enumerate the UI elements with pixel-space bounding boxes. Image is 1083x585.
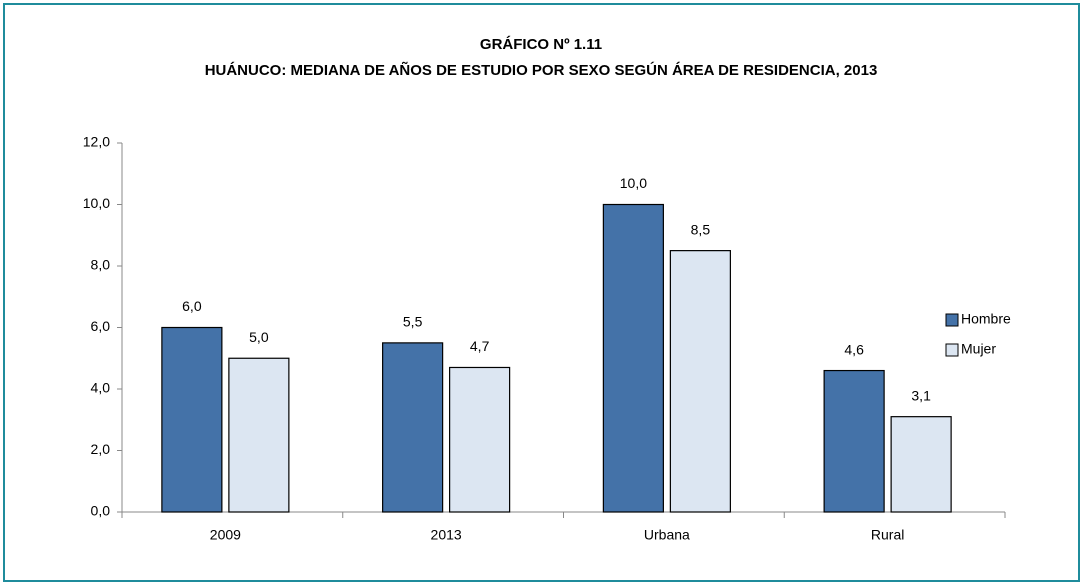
value-label: 4,6 [844, 341, 864, 357]
y-tick-label: 12,0 [83, 134, 110, 150]
legend-swatch [945, 313, 959, 327]
bar [669, 250, 731, 513]
x-tick-label: 2009 [210, 527, 241, 543]
x-tick-label: 2013 [431, 527, 462, 543]
bar [602, 203, 664, 513]
bar [382, 342, 444, 513]
y-tick-label: 2,0 [91, 441, 111, 457]
legend-swatch [945, 343, 959, 357]
legend-label: Hombre [961, 311, 1011, 327]
legend-label: Mujer [961, 341, 996, 357]
y-tick-label: 10,0 [83, 195, 110, 211]
y-tick-label: 6,0 [91, 318, 111, 334]
value-label: 5,0 [249, 329, 269, 345]
x-tick-label: Rural [871, 527, 904, 543]
bar [161, 326, 223, 513]
y-tick-label: 8,0 [91, 257, 111, 273]
value-label: 4,7 [470, 338, 490, 354]
value-label: 3,1 [911, 387, 931, 403]
value-label: 10,0 [620, 175, 647, 191]
bar [228, 357, 290, 513]
bar [890, 416, 952, 513]
bar [449, 366, 511, 513]
value-label: 6,0 [182, 298, 202, 314]
y-tick-label: 0,0 [91, 503, 111, 519]
value-label: 5,5 [403, 314, 423, 330]
y-tick-label: 4,0 [91, 380, 111, 396]
value-label: 8,5 [691, 221, 711, 237]
chart-title: GRÁFICO Nº 1.11 [480, 36, 602, 53]
x-tick-label: Urbana [644, 527, 690, 543]
chart-subtitle: HUÁNUCO: MEDIANA DE AÑOS DE ESTUDIO POR … [205, 61, 878, 79]
bar [823, 369, 885, 513]
